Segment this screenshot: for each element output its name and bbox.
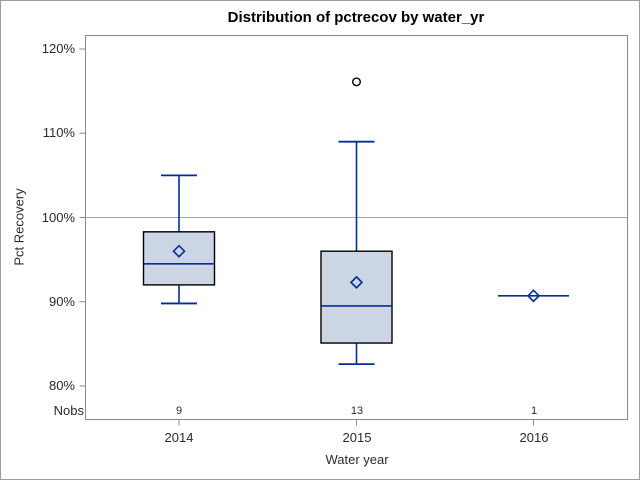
x-tick-label-2016: 2016: [519, 430, 549, 445]
mean-diamond: [526, 289, 541, 303]
box-2014: [142, 231, 216, 286]
mean-diamond: [172, 244, 186, 258]
chart-title-text: Distribution of pctrecov by water_yr: [227, 9, 485, 26]
y-tick-label-120: 120%: [41, 41, 75, 56]
nobs-value-2016: 1: [530, 405, 538, 417]
x-axis-title: Water year: [325, 452, 389, 467]
x-tick-label-2014: 2014: [164, 430, 194, 445]
y-tick-label-80: 80%: [48, 378, 75, 393]
x-tick-label-2015: 2015: [342, 430, 372, 445]
y-tick-label-100: 100%: [41, 210, 75, 225]
y-tick-label-90: 90%: [48, 294, 75, 309]
outlier-point: [352, 77, 362, 87]
box-2015: [320, 250, 393, 344]
nobs-value-2015: 13: [350, 405, 364, 417]
y-axis-title: Pct Recovery: [11, 188, 27, 266]
nobs-row-label: Nobs: [53, 403, 84, 418]
y-tick-label-110: 110%: [42, 125, 75, 140]
mean-diamond: [349, 275, 364, 290]
chart-title: Distribution of pctrecov by water_yr: [1, 9, 639, 26]
nobs-value-2014: 9: [175, 405, 183, 417]
